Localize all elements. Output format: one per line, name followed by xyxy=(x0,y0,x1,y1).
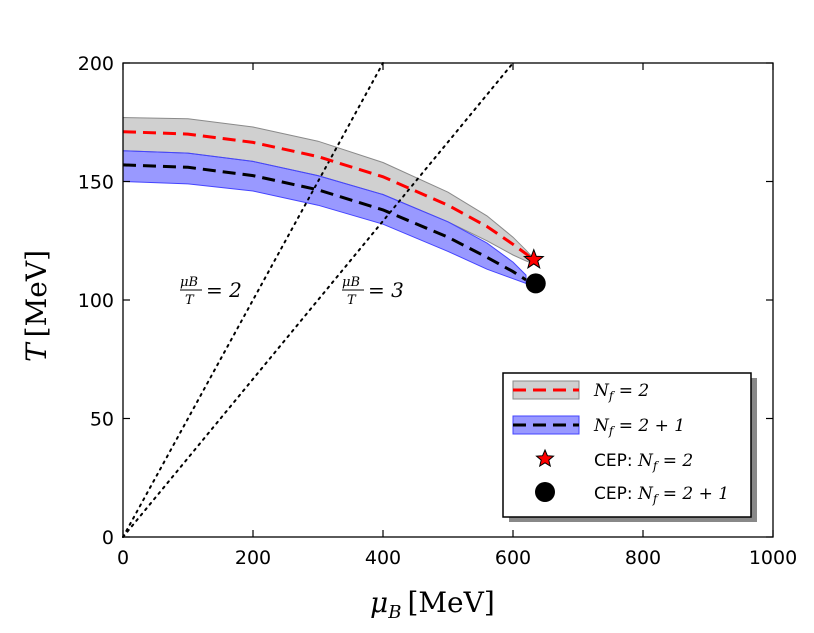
y-tick-label: 150 xyxy=(78,172,114,194)
x-tick-label: 400 xyxy=(365,547,401,569)
ratio-label-2-value: = 2 xyxy=(206,278,242,302)
legend: Nf = 2 Nf = 2 + 1 CEP: Nf = 2 CEP: Nf = … xyxy=(502,372,757,522)
line-series-0 xyxy=(122,130,534,261)
legend-item-cep-nf21: CEP: Nf = 2 + 1 xyxy=(535,482,729,506)
cep-marker-star xyxy=(522,248,545,269)
x-tick-label: 200 xyxy=(235,547,271,569)
svg-text:μB[MeV]: μB [MeV] xyxy=(370,586,495,623)
ratio-label-2: μB T = 2 xyxy=(180,275,242,308)
y-tick-label: 0 xyxy=(102,527,114,549)
line-series-1 xyxy=(122,163,527,282)
ratio-label-3: μB T = 3 xyxy=(342,275,404,308)
x-axis-label: μB [MeV] xyxy=(370,586,495,623)
ref-line-ratio-3 xyxy=(122,62,514,538)
x-tick-label: 0 xyxy=(117,547,129,569)
svg-text:CEP: Nf = 2: CEP: Nf = 2 xyxy=(594,451,693,473)
y-tick-label: 50 xyxy=(90,409,114,431)
ratio-label-3-num: μB xyxy=(342,275,360,290)
svg-text:CEP: Nf = 2 + 1: CEP: Nf = 2 + 1 xyxy=(594,484,729,506)
ref-line-ratio-2 xyxy=(122,62,384,538)
ratio-label-2-num: μB xyxy=(180,275,198,290)
ratio-label-3-den: T xyxy=(347,293,357,308)
legend-star-marker xyxy=(535,448,555,468)
svg-text:Nf = 2: Nf = 2 xyxy=(593,381,649,403)
x-tick-label: 1000 xyxy=(749,547,797,569)
svg-text:T[MeV]: T[MeV] xyxy=(20,250,53,362)
legend-item-nf21: Nf = 2 + 1 xyxy=(512,415,685,438)
x-tick-label: 600 xyxy=(495,547,531,569)
marker-layer xyxy=(522,248,546,294)
svg-text:Nf = 2 + 1: Nf = 2 + 1 xyxy=(593,416,685,438)
ratio-label-2-den: T xyxy=(185,293,195,308)
refline-layer xyxy=(122,62,514,538)
ratio-label-3-value: = 3 xyxy=(368,278,404,302)
y-tick-label: 100 xyxy=(78,290,114,312)
legend-item-cep-nf2: CEP: Nf = 2 xyxy=(535,448,693,473)
tick-layer: 0 200 400 600 800 1000 0 50 100 150 200 xyxy=(78,53,797,569)
x-tick-label: 800 xyxy=(625,547,661,569)
legend-item-nf2: Nf = 2 xyxy=(512,380,649,403)
series-layer xyxy=(122,130,534,282)
y-tick-label: 200 xyxy=(78,53,114,75)
legend-circle-marker xyxy=(535,482,555,502)
cep-marker-circle xyxy=(525,273,546,294)
y-axis-label: T[MeV] xyxy=(20,250,53,362)
